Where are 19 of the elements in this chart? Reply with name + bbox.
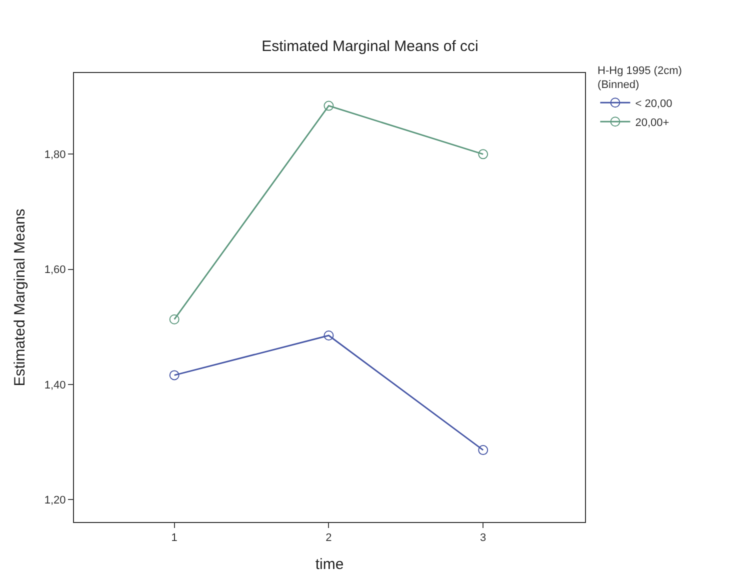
y-axis-title: Estimated Marginal Means xyxy=(12,208,29,386)
y-tick-label: 1,40 xyxy=(44,379,66,392)
legend-label: < 20,00 xyxy=(635,98,672,110)
point xyxy=(478,445,488,456)
x-tick-label: 1 xyxy=(171,532,178,544)
y-tick-label: 1,20 xyxy=(44,494,66,506)
legend-label: 20,00+ xyxy=(635,116,670,129)
point xyxy=(324,100,334,111)
legend-title: H-Hg 1995 (2cm) (Binned) xyxy=(598,64,682,92)
point xyxy=(324,330,334,340)
point xyxy=(169,314,180,324)
point xyxy=(169,370,180,380)
x-axis-title: time xyxy=(315,556,344,574)
x-tick-label: 3 xyxy=(480,532,486,544)
y-tick-label: 1,60 xyxy=(44,264,66,276)
chart-title: Estimated Marginal Means of cci xyxy=(262,38,478,56)
point xyxy=(478,149,488,160)
x-tick-label: 2 xyxy=(326,532,332,544)
y-tick-label: 1,80 xyxy=(44,149,66,162)
